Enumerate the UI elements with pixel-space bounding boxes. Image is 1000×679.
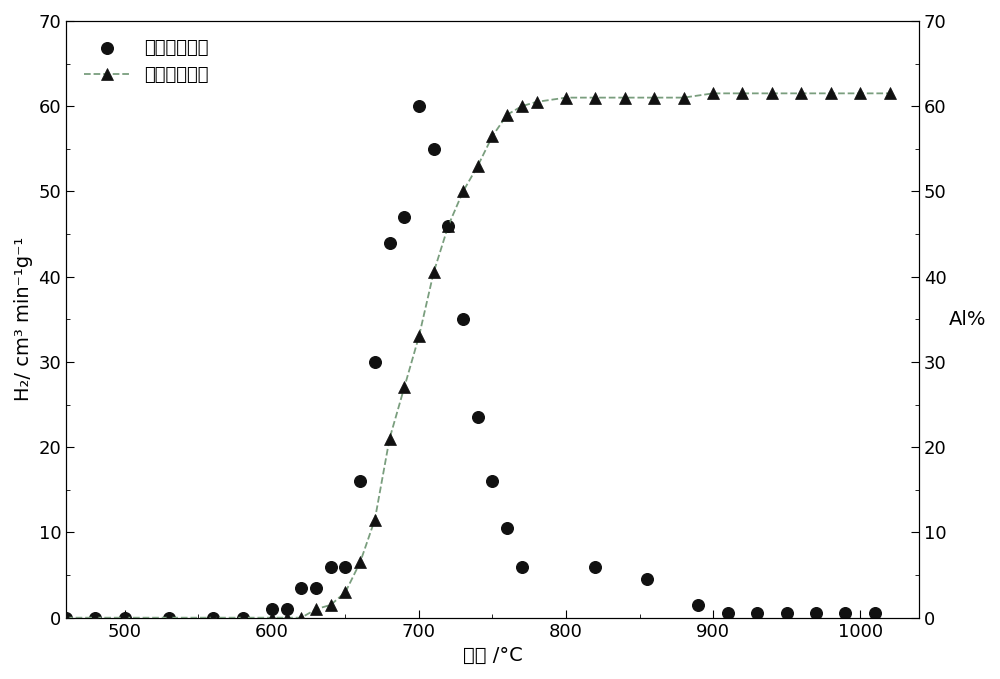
金属铝反应率 xyxy=(531,98,543,106)
金属铝反应率 xyxy=(707,89,719,97)
金属铝反应率 xyxy=(884,89,896,97)
金属铝反应率 xyxy=(413,332,425,340)
氢气生成速率 xyxy=(337,561,353,572)
氢气生成速率 xyxy=(293,583,309,593)
金属铝反应率 xyxy=(369,515,381,524)
氢气生成速率 xyxy=(161,612,177,623)
氢气生成速率 xyxy=(352,476,368,487)
金属铝反应率 xyxy=(678,94,690,102)
氢气生成速率 xyxy=(117,612,133,623)
金属铝反应率 xyxy=(457,187,469,196)
金属铝反应率 xyxy=(442,221,454,230)
金属铝反应率 xyxy=(516,102,528,110)
金属铝反应率 xyxy=(795,89,807,97)
Y-axis label: H₂/ cm³ min⁻¹g⁻¹: H₂/ cm³ min⁻¹g⁻¹ xyxy=(14,237,33,401)
金属铝反应率 xyxy=(560,94,572,102)
金属铝反应率 xyxy=(501,111,513,119)
金属铝反应率 xyxy=(281,614,293,622)
氢气生成速率 xyxy=(808,608,824,619)
氢气生成速率 xyxy=(440,220,456,231)
氢气生成速率 xyxy=(279,604,295,614)
氢气生成速率 xyxy=(499,523,515,534)
氢气生成速率 xyxy=(690,600,706,610)
氢气生成速率 xyxy=(867,608,883,619)
金属铝反应率 xyxy=(486,132,498,140)
氢气生成速率 xyxy=(639,574,655,585)
金属铝反应率 xyxy=(266,614,278,622)
氢气生成速率 xyxy=(87,612,103,623)
氢气生成速率 xyxy=(205,612,221,623)
氢气生成速率 xyxy=(396,212,412,223)
氢气生成速率 xyxy=(587,561,603,572)
氢气生成速率 xyxy=(235,612,251,623)
氢气生成速率 xyxy=(514,561,530,572)
氢气生成速率 xyxy=(382,237,398,248)
氢气生成速率 xyxy=(264,604,280,614)
Y-axis label: Al%: Al% xyxy=(949,310,986,329)
氢气生成速率 xyxy=(58,612,74,623)
金属铝反应率 xyxy=(339,588,351,596)
金属铝反应率 xyxy=(428,268,440,276)
金属铝反应率 xyxy=(163,614,175,622)
金属铝反应率 xyxy=(766,89,778,97)
氢气生成速率 xyxy=(308,583,324,593)
金属铝反应率 xyxy=(60,614,72,622)
金属铝反应率 xyxy=(648,94,660,102)
金属铝反应率 xyxy=(589,94,601,102)
金属铝反应率 xyxy=(398,384,410,392)
金属铝反应率 xyxy=(325,601,337,609)
金属铝反应率 xyxy=(619,94,631,102)
X-axis label: 温度 /°C: 温度 /°C xyxy=(463,646,522,665)
氢气生成速率 xyxy=(720,608,736,619)
氢气生成速率 xyxy=(323,561,339,572)
Line: 金属铝反应率: 金属铝反应率 xyxy=(60,88,895,623)
金属铝反应率 xyxy=(89,614,101,622)
金属铝反应率 xyxy=(295,614,307,622)
氢气生成速率 xyxy=(470,412,486,423)
金属铝反应率 xyxy=(207,614,219,622)
金属铝反应率 xyxy=(237,614,249,622)
Legend: 氢气生成速率, 金属铝反应率: 氢气生成速率, 金属铝反应率 xyxy=(75,30,217,93)
氢气生成速率 xyxy=(779,608,795,619)
氢气生成速率 xyxy=(749,608,765,619)
金属铝反应率 xyxy=(854,89,866,97)
金属铝反应率 xyxy=(825,89,837,97)
金属铝反应率 xyxy=(354,558,366,566)
金属铝反应率 xyxy=(384,435,396,443)
金属铝反应率 xyxy=(472,162,484,170)
氢气生成速率 xyxy=(837,608,853,619)
金属铝反应率 xyxy=(736,89,748,97)
氢气生成速率 xyxy=(455,314,471,325)
氢气生成速率 xyxy=(484,476,500,487)
金属铝反应率 xyxy=(310,605,322,613)
氢气生成速率 xyxy=(367,356,383,367)
金属铝反应率 xyxy=(119,614,131,622)
氢气生成速率 xyxy=(411,100,427,111)
氢气生成速率 xyxy=(426,143,442,154)
